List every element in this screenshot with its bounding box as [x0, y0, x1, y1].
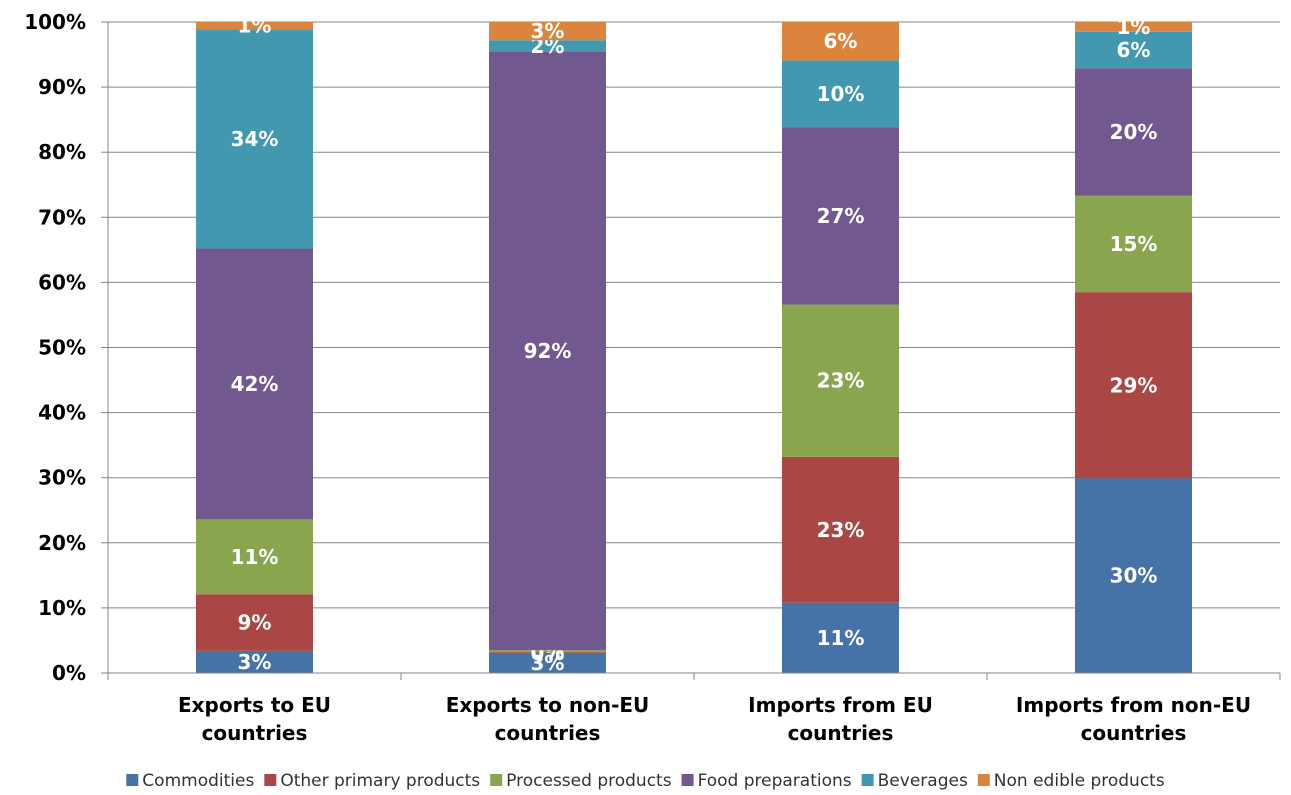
- data-label: 15%: [1110, 232, 1158, 256]
- data-label: 34%: [231, 127, 279, 151]
- bar-segment: [1075, 195, 1192, 293]
- bar-segment: [196, 650, 313, 673]
- bar-segment: [196, 22, 313, 30]
- data-label: 30%: [1110, 564, 1158, 588]
- data-label: 29%: [1110, 373, 1158, 397]
- category-label: Exports to EU: [178, 693, 331, 717]
- bar-segment: [782, 22, 899, 61]
- category-label: Imports from non-EU: [1016, 693, 1251, 717]
- bar-segment: [489, 650, 606, 653]
- data-label: 11%: [231, 545, 279, 569]
- y-tick-label: 100%: [24, 10, 86, 34]
- data-label: 11%: [817, 626, 865, 650]
- bar-segment: [782, 456, 899, 603]
- bar-segment: [782, 127, 899, 305]
- bar-segment: [196, 519, 313, 595]
- data-label: 1%: [238, 14, 272, 38]
- bar-segment: [1075, 478, 1192, 673]
- legend-swatch: [126, 774, 139, 786]
- bar-segment: [489, 653, 606, 673]
- bar-segment: [782, 304, 899, 457]
- data-label: 92%: [524, 339, 572, 363]
- y-tick-label: 20%: [38, 531, 86, 555]
- bar-segment: [782, 60, 899, 128]
- bar-segment: [782, 602, 899, 673]
- data-label: 3%: [531, 651, 565, 675]
- data-label: 3%: [238, 650, 272, 674]
- bar-segment: [196, 29, 313, 249]
- bar-segment: [489, 22, 606, 41]
- data-label: 1%: [1117, 15, 1151, 39]
- data-label: 6%: [1117, 38, 1151, 62]
- data-label: 42%: [231, 372, 279, 396]
- category-label: Imports from EU: [748, 693, 933, 717]
- bar-segment: [489, 51, 606, 651]
- y-axis: 0% 10% 20% 30% 40% 50% 60% 70% 80% 90% 100%: [24, 10, 109, 685]
- legend-swatch: [264, 774, 277, 786]
- bar-segment: [196, 594, 313, 651]
- bar-segment: [1075, 31, 1192, 69]
- y-tick-label: 10%: [38, 596, 86, 620]
- y-tick-label: 70%: [38, 205, 86, 229]
- y-tick-label: 60%: [38, 270, 86, 294]
- data-label: 20%: [1110, 120, 1158, 144]
- legend-label: Commodities: [142, 771, 254, 791]
- category-label: countries: [788, 721, 894, 745]
- legend-label: Beverages: [878, 771, 968, 791]
- y-tick-label: 50%: [38, 336, 86, 360]
- data-label: 23%: [817, 369, 865, 393]
- x-axis: Exports to EU countries Exports to non-EU c…: [107, 672, 1281, 745]
- bars: 3%9%11%42%34%1%3%0%0%92%2%3%11%23%23%27%…: [196, 14, 1192, 675]
- bar-segment: [1075, 68, 1192, 196]
- y-tick-label: 30%: [38, 466, 86, 490]
- bar-segment: [489, 652, 606, 654]
- category-label: countries: [1081, 721, 1187, 745]
- legend: Commodities Other primary products Process…: [126, 771, 1165, 791]
- legend-swatch: [490, 774, 503, 786]
- legend-swatch: [861, 774, 874, 786]
- legend-swatch: [681, 774, 694, 786]
- legend-label: Other primary products: [280, 771, 480, 791]
- data-label: 10%: [817, 82, 865, 106]
- legend-label: Non edible products: [994, 771, 1165, 791]
- bar-segment: [196, 248, 313, 520]
- data-label: 27%: [817, 204, 865, 228]
- bar-segment: [1075, 292, 1192, 479]
- data-label: 3%: [531, 19, 565, 43]
- category-label: Exports to non-EU: [446, 693, 650, 717]
- y-tick-label: 0%: [52, 661, 86, 685]
- y-tick-label: 40%: [38, 401, 86, 425]
- bar-segment: [1075, 22, 1192, 32]
- data-label: 9%: [238, 611, 272, 635]
- data-label: 23%: [817, 518, 865, 542]
- legend-label: Food preparations: [698, 771, 852, 791]
- legend-label: Processed products: [506, 771, 672, 791]
- category-label: countries: [495, 721, 601, 745]
- y-tick-label: 80%: [38, 140, 86, 164]
- category-label: countries: [202, 721, 308, 745]
- data-label: 6%: [824, 29, 858, 53]
- legend-swatch: [977, 774, 990, 786]
- y-tick-label: 90%: [38, 75, 86, 99]
- bar-segment: [489, 40, 606, 52]
